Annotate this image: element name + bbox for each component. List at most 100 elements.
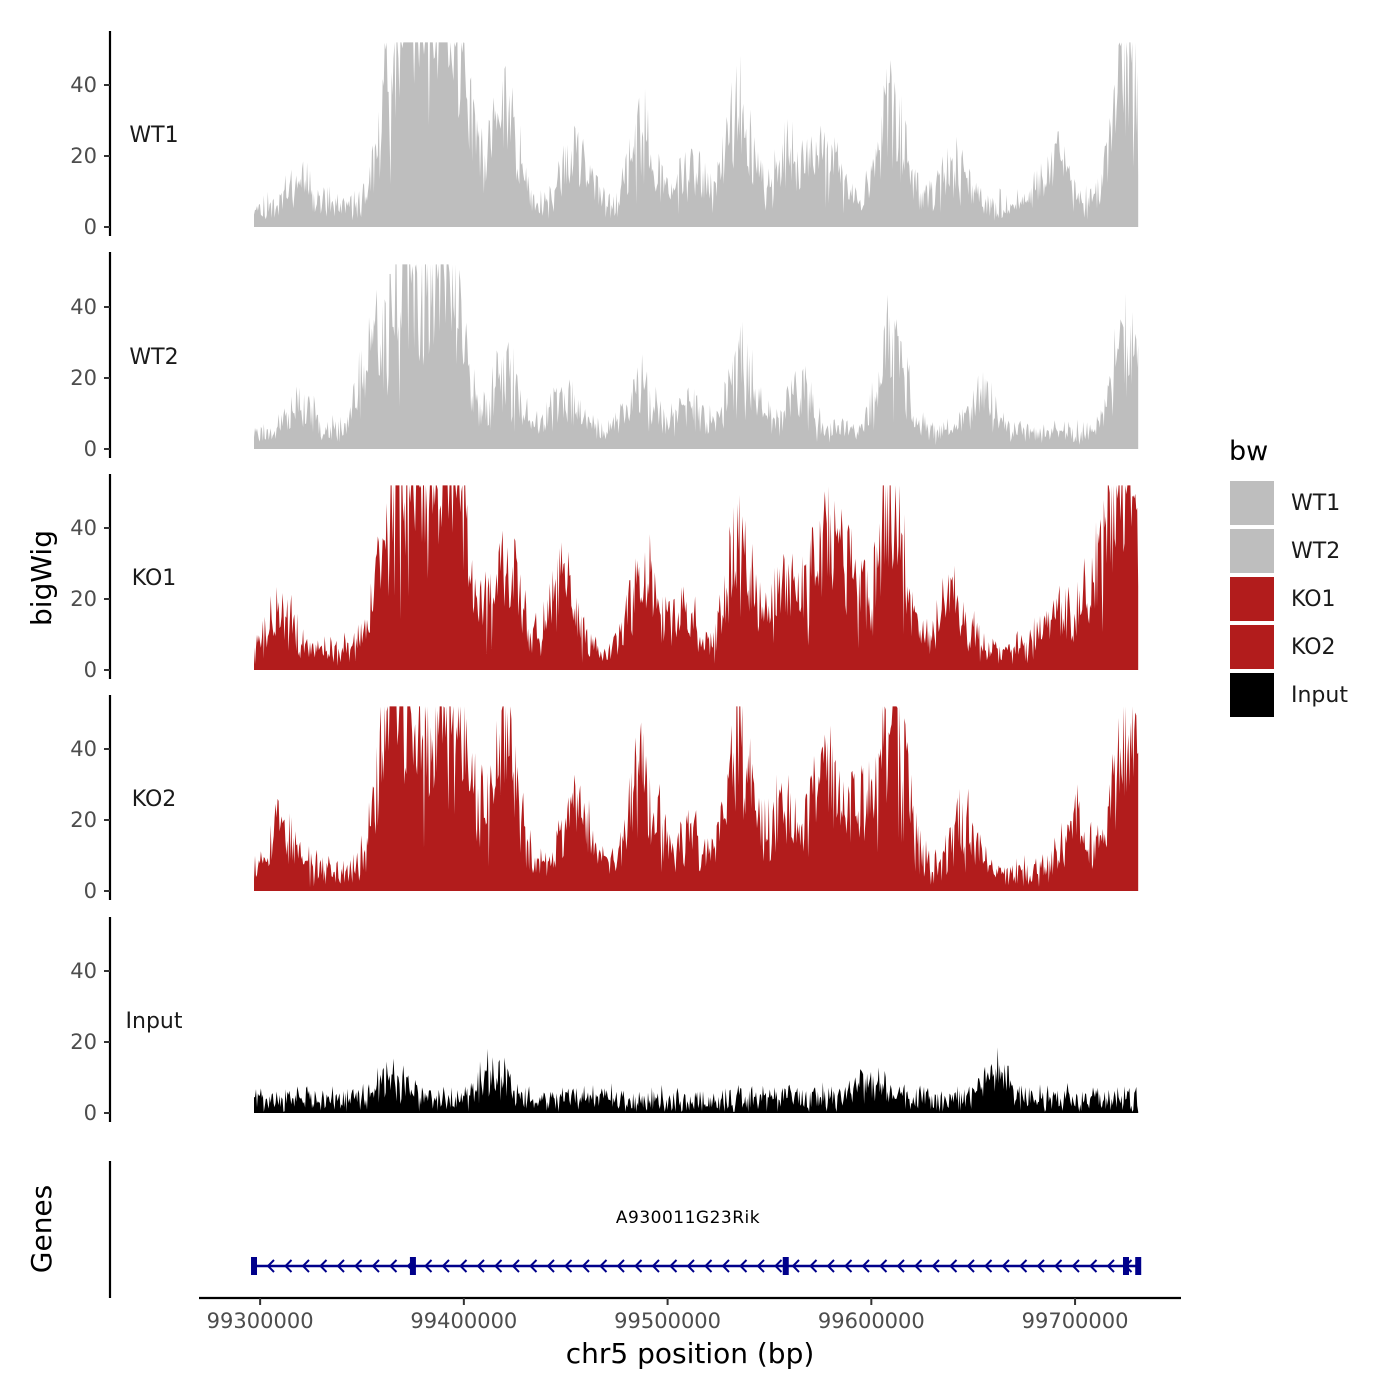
track-label: Input	[126, 1009, 183, 1034]
legend-swatch-ko2	[1228, 623, 1276, 671]
track-label: KO1	[132, 566, 177, 591]
strand-arrow	[861, 1259, 870, 1273]
strand-arrow	[844, 1259, 853, 1273]
strand-arrow	[791, 1259, 800, 1273]
strand-arrow	[511, 1259, 520, 1273]
track-wt2: 0 20 40 WT2	[70, 252, 1139, 461]
strand-arrow	[546, 1259, 555, 1273]
strand-arrow	[1001, 1259, 1010, 1273]
x-axis-title: chr5 position (bp)	[566, 1337, 815, 1370]
strand-arrow	[301, 1259, 310, 1273]
legend-label-ko1: KO1	[1291, 587, 1336, 612]
track-ko2: 0 20 40 KO2	[70, 695, 1139, 903]
strand-arrow	[1054, 1259, 1063, 1273]
signal-area-wt2	[254, 264, 1139, 449]
track-label: KO2	[132, 787, 177, 812]
strand-arrow	[424, 1259, 433, 1273]
strand-arrow	[949, 1259, 958, 1273]
strand-arrow	[354, 1259, 363, 1273]
y-tick-label: 40	[70, 73, 97, 97]
legend-swatch-wt2	[1228, 527, 1276, 575]
signal-area-ko1	[254, 485, 1139, 670]
x-tick-label: 99700000	[1022, 1309, 1129, 1333]
strand-arrow	[581, 1259, 590, 1273]
strand-arrow	[756, 1259, 765, 1273]
strand-arrow	[914, 1259, 923, 1273]
x-tick-label: 99600000	[818, 1309, 925, 1333]
gene-model	[251, 1257, 1142, 1275]
strand-arrow	[266, 1259, 275, 1273]
y-tick-label: 40	[70, 295, 97, 319]
y-tick-label: 40	[70, 516, 97, 540]
strand-arrow	[634, 1259, 643, 1273]
strand-arrow	[1071, 1259, 1080, 1273]
strand-arrow	[371, 1259, 380, 1273]
y-tick-label: 0	[84, 658, 97, 682]
strand-arrow	[984, 1259, 993, 1273]
y-tick-label: 20	[70, 1030, 97, 1054]
strand-arrow	[599, 1259, 608, 1273]
legend-label-ko2: KO2	[1291, 635, 1336, 660]
strand-arrow	[931, 1259, 940, 1273]
gene-label: A930011G23Rik	[616, 1208, 760, 1228]
strand-arrow	[739, 1259, 748, 1273]
strand-arrow	[704, 1259, 713, 1273]
strand-arrow	[389, 1259, 398, 1273]
gene-exon	[782, 1257, 789, 1275]
x-tick-label: 99500000	[614, 1309, 721, 1333]
y-tick-label: 0	[84, 879, 97, 903]
y-tick-label: 20	[70, 587, 97, 611]
y-tick-label: 0	[84, 1101, 97, 1125]
strand-arrow	[1089, 1259, 1098, 1273]
track-wt1: 0 20 40 WT1	[70, 31, 1139, 239]
strand-arrow	[879, 1259, 888, 1273]
legend-swatch-ko1	[1228, 575, 1276, 623]
strand-arrow	[669, 1259, 678, 1273]
strand-arrow	[1019, 1259, 1028, 1273]
legend-swatch-wt1	[1228, 479, 1276, 527]
strand-arrow	[774, 1259, 783, 1273]
strand-arrow	[441, 1259, 450, 1273]
strand-arrow	[686, 1259, 695, 1273]
strand-arrow	[809, 1259, 818, 1273]
legend-swatch-input	[1228, 671, 1276, 719]
gene-exon	[1122, 1257, 1129, 1275]
legend-title: bw	[1229, 436, 1268, 467]
y-tick-label: 20	[70, 366, 97, 390]
y-tick-label: 0	[84, 215, 97, 239]
y-tick-label: 40	[70, 959, 97, 983]
strand-arrow	[721, 1259, 730, 1273]
signal-area-wt1	[254, 42, 1139, 228]
strand-arrow	[651, 1259, 660, 1273]
signal-area-input	[254, 1047, 1139, 1113]
strand-arrow	[336, 1259, 345, 1273]
legend: bw WT1 WT2 KO1 KO2 Input	[1228, 436, 1348, 719]
strand-arrow	[966, 1259, 975, 1273]
strand-arrow	[459, 1259, 468, 1273]
strand-arrow	[529, 1259, 538, 1273]
signal-tracks: 0 20 40 WT1 0 20 40 WT2 0 20 40 KO1 0 20 40 KO2 0 20 40 Inp…	[70, 31, 1139, 1125]
track-ko1: 0 20 40 KO1	[70, 474, 1139, 682]
strand-arrow	[1106, 1259, 1115, 1273]
gene-exon	[1135, 1257, 1142, 1275]
strand-arrow	[826, 1259, 835, 1273]
strand-arrow	[319, 1259, 328, 1273]
y-tick-label: 20	[70, 144, 97, 168]
x-tick-label: 99400000	[410, 1309, 517, 1333]
strand-arrow	[284, 1259, 293, 1273]
y-tick-label: 20	[70, 808, 97, 832]
strand-arrow	[616, 1259, 625, 1273]
y-tick-label: 40	[70, 737, 97, 761]
strand-arrow	[494, 1259, 503, 1273]
y-tick-label: 0	[84, 437, 97, 461]
gene-exon	[409, 1257, 416, 1275]
x-tick-label: 99300000	[207, 1309, 314, 1333]
legend-label-wt1: WT1	[1291, 491, 1340, 516]
genes-axis-title: Genes	[25, 1185, 58, 1273]
gene-exon	[251, 1257, 258, 1275]
y-axis-title: bigWig	[25, 530, 58, 626]
legend-label-input: Input	[1291, 683, 1348, 708]
strand-arrow	[1036, 1259, 1045, 1273]
strand-arrow	[896, 1259, 905, 1273]
